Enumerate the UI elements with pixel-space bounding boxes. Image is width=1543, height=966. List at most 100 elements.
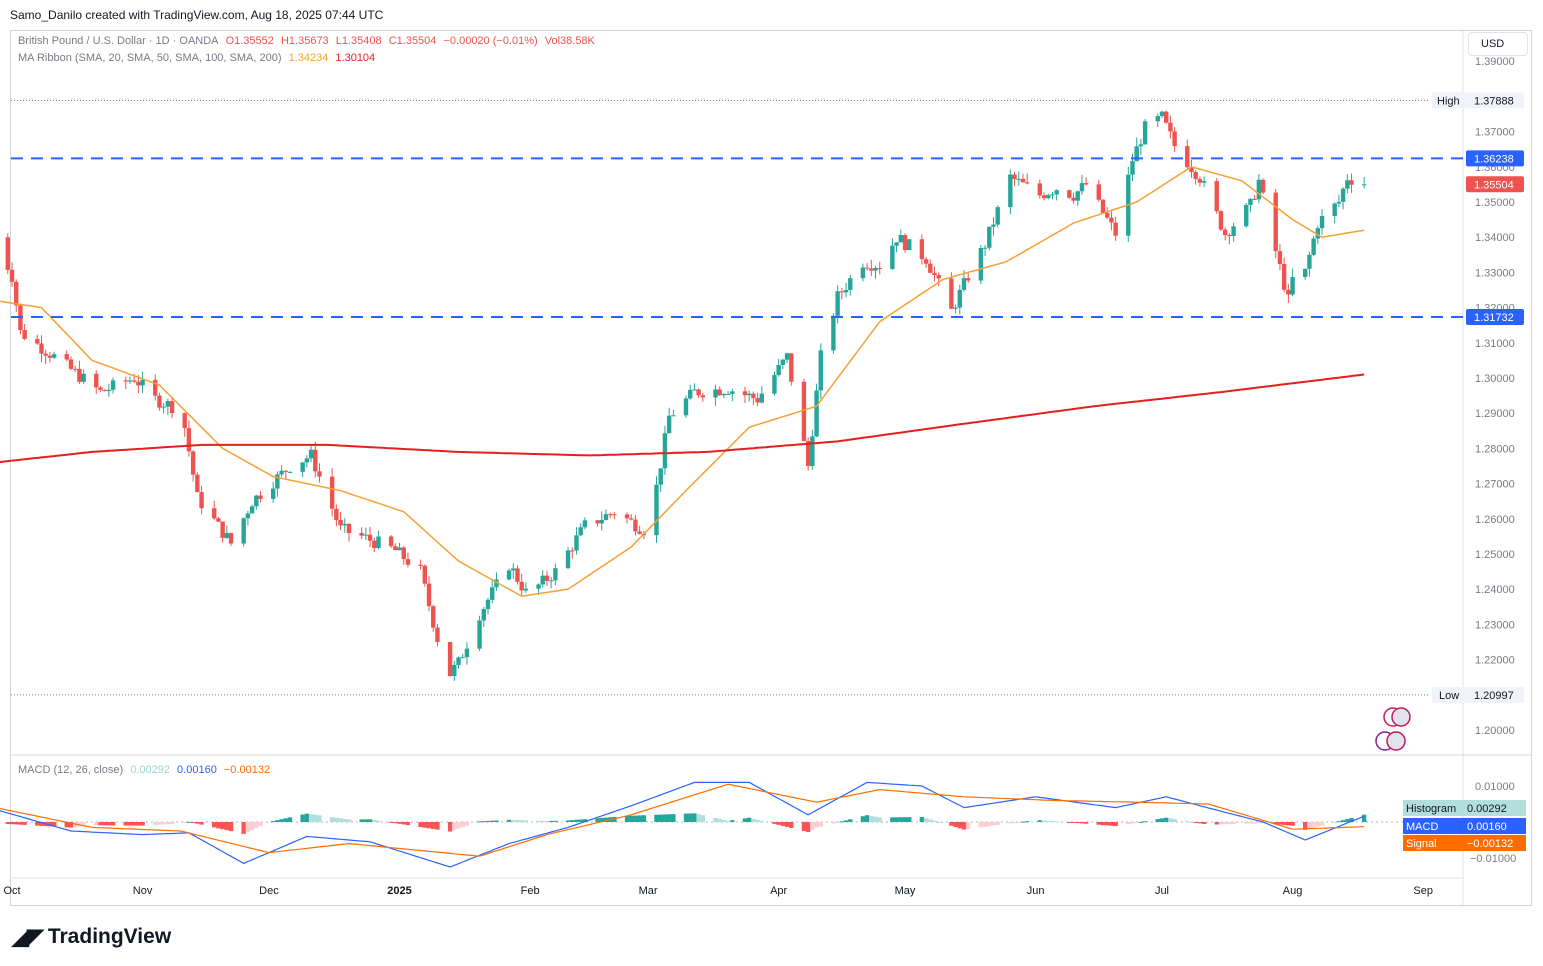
macd-histogram-bar [1193,822,1198,823]
candle [110,380,116,390]
candle [1130,161,1135,175]
macd-histogram-bar [401,822,406,825]
macd-histogram-bar [1197,822,1203,824]
candle [877,268,882,270]
candle [77,368,82,382]
candle [637,531,642,534]
candle [329,476,335,509]
macd-histogram-bar [633,815,638,822]
candle [304,458,310,463]
price-tick-label: 1.28000 [1475,443,1515,455]
macd-histogram-bar [506,819,512,822]
macd-histogram-bar [544,821,550,823]
candle [1113,222,1118,236]
candle [102,389,107,392]
candle [64,354,69,360]
candle [279,470,284,475]
macd-histogram-bar [346,819,352,822]
ma-ribbon-name: MA Ribbon (SMA, 20, SMA, 50, SMA, 100, S… [18,52,282,64]
candle [1067,190,1072,198]
candle [894,242,899,246]
time-axis-label: 2025 [387,885,411,897]
macd-histogram-bar [275,820,280,822]
candle [721,394,727,396]
candle [570,550,575,552]
candle [1361,184,1367,186]
candle [494,579,499,588]
candle [182,413,187,429]
macd-histogram-bar [603,817,609,822]
macd-histogram-bar [877,817,882,822]
candle [1193,171,1198,180]
macd-histogram-bar [338,818,343,822]
histogram-badge-value: 0.00292 [1467,803,1507,815]
candle [633,519,638,532]
candle [624,514,630,519]
macd-histogram-bar [1311,822,1316,828]
candle [1172,131,1177,147]
macd-histogram-bar [574,819,579,822]
macd-histogram-bar [898,817,904,822]
candle [1159,111,1165,117]
macd-histogram-bar [730,820,735,822]
candle [1138,144,1144,147]
macd-histogram-bar [110,822,116,826]
macd-histogram-bar [140,822,145,826]
candle [961,278,967,290]
macd-histogram-bar [182,822,187,823]
macd-histogram-bar [784,822,790,827]
price-tick-label: 1.25000 [1475,549,1515,561]
price-tick-label: 1.26000 [1475,514,1515,526]
macd-histogram-bar [157,822,162,825]
candle [81,373,86,382]
macd-histogram-bar [953,822,958,828]
macd-histogram-bar [949,822,954,826]
macd-histogram-bar [359,819,364,822]
tradingview-logo-icon: ◢◤ [12,924,44,949]
candle [224,533,230,538]
macd-histogram-bar [582,819,588,822]
header: Samo_Danilo created with TradingView.com… [0,0,1543,30]
high-badge [1466,92,1524,109]
time-axis-label: Aug [1283,885,1303,897]
macd-histogram-bar [578,819,583,822]
macd-histogram-bar [801,822,807,831]
candle [346,523,352,534]
macd-histogram-bar [641,815,647,822]
candle [270,488,276,499]
candle [814,390,819,437]
candle [258,495,263,499]
candle [228,533,234,544]
chart-frame[interactable] [10,30,1532,906]
candle [898,235,904,243]
macd-histogram-bar [923,818,929,822]
macd-histogram-bar [270,821,276,823]
currency-button[interactable]: USD [1468,32,1528,56]
macd-histogram-bar [936,822,941,823]
macd-histogram-bar [1126,822,1131,825]
candle [1349,180,1354,185]
tradingview-logo[interactable]: ◢◤ TradingView [12,924,171,950]
macd-title: MACD (12, 26, close) [18,764,124,776]
candle [241,518,246,544]
macd-histogram-bar [1185,821,1190,823]
macd-histogram-bar [397,822,402,824]
macd-histogram-bar [540,820,545,822]
candle [1134,146,1139,162]
candle [372,540,377,548]
macd-histogram-bar [431,822,436,829]
candle [157,395,162,408]
macd-histogram-bar [755,819,760,822]
macd-histogram-bar [536,820,541,822]
macd-histogram-bar [548,820,554,822]
sma20-line [0,165,1365,597]
candle [106,389,112,392]
time-axis-label: May [895,885,916,897]
macd-histogram-bar [68,822,74,828]
macd-histogram-bar [418,822,423,828]
candle [1185,146,1190,168]
price-tick-label: 1.34000 [1475,232,1515,244]
candle [363,534,369,536]
candle [211,508,217,519]
